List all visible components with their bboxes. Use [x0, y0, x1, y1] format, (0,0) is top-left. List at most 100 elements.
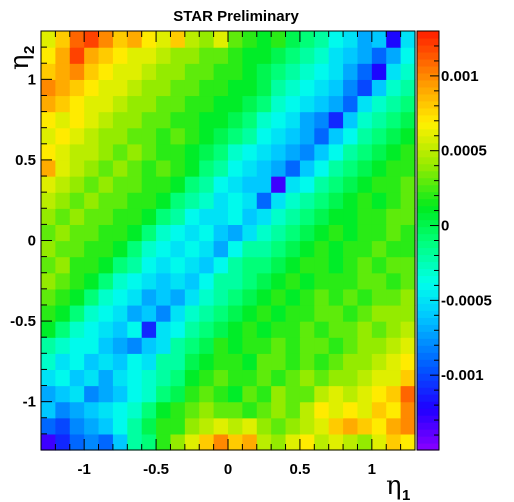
- heatmap-cell: [357, 143, 373, 161]
- heatmap-cell: [314, 224, 330, 242]
- heatmap-cell: [84, 304, 100, 322]
- heatmap-cell: [228, 304, 243, 322]
- heatmap-cell: [400, 208, 416, 225]
- heatmap-cell: [343, 288, 359, 306]
- heatmap-cell: [141, 192, 157, 209]
- heatmap-cell: [98, 385, 114, 403]
- heatmap-cell: [199, 369, 215, 387]
- heatmap-cell: [256, 337, 272, 354]
- heatmap-cell: [314, 337, 330, 354]
- colorbar-band: [417, 44, 439, 53]
- heatmap-cell: [84, 143, 100, 161]
- heatmap-cell: [84, 224, 100, 242]
- heatmap-cell: [328, 433, 344, 451]
- y-axis-symbol: η: [5, 54, 35, 70]
- heatmap-cell: [41, 79, 56, 97]
- heatmap-cell: [112, 31, 128, 48]
- heatmap-cell: [357, 79, 373, 97]
- heatmap-cell: [141, 272, 157, 290]
- heatmap-cell: [343, 127, 359, 145]
- heatmap-cell: [256, 385, 272, 403]
- heatmap-cell: [213, 304, 229, 322]
- heatmap-cell: [213, 79, 229, 97]
- heatmap-cell: [314, 353, 330, 371]
- colorbar-band: [417, 359, 439, 367]
- heatmap-cell: [371, 240, 387, 258]
- heatmap-cell: [299, 304, 315, 322]
- heatmap-cell: [127, 272, 143, 290]
- x-axis-symbol: η: [386, 471, 402, 501]
- heatmap-cell: [55, 143, 71, 161]
- heatmap-cell: [55, 272, 71, 290]
- colorbar-band: [417, 198, 439, 207]
- heatmap-cell: [127, 321, 143, 338]
- heatmap-cell: [184, 369, 200, 387]
- heatmap-cell: [69, 143, 85, 161]
- heatmap-cell: [242, 208, 258, 225]
- heatmap-cell: [285, 288, 301, 306]
- heatmap-cell: [400, 433, 416, 451]
- heatmap-cell: [400, 31, 416, 48]
- heatmap-cell: [55, 176, 71, 193]
- heatmap-cell: [156, 240, 172, 258]
- heatmap-cell: [127, 127, 143, 145]
- heatmap-cell: [41, 369, 56, 387]
- heatmap-cell: [256, 272, 272, 290]
- heatmap-cell: [213, 353, 229, 371]
- heatmap-cell: [299, 224, 315, 242]
- heatmap-cell: [357, 95, 373, 113]
- heatmap-cell: [69, 304, 85, 322]
- heatmap-cell: [98, 353, 114, 371]
- heatmap-cell: [199, 47, 215, 64]
- heatmap-cell: [170, 288, 186, 306]
- heatmap-cell: [256, 79, 272, 97]
- heatmap-cell: [156, 385, 172, 403]
- heatmap-cell: [156, 433, 172, 451]
- heatmap-cell: [285, 192, 301, 209]
- colorbar-tick-label: 0.001: [441, 68, 479, 85]
- heatmap-cell: [41, 47, 56, 64]
- heatmap-cell: [343, 31, 359, 48]
- heatmap-cell: [299, 95, 315, 113]
- heatmap-cell: [41, 159, 56, 177]
- heatmap-cell: [400, 256, 416, 274]
- heatmap-cell: [170, 176, 186, 193]
- heatmap-cell: [242, 240, 258, 258]
- heatmap-cell: [141, 208, 157, 225]
- heatmap-cell: [314, 192, 330, 209]
- heatmap-cell: [285, 79, 301, 97]
- heatmap-cell: [69, 95, 85, 113]
- heatmap-cell: [314, 159, 330, 177]
- heatmap-cell: [156, 353, 172, 371]
- heatmap-cell: [328, 337, 344, 354]
- heatmap-cell: [228, 224, 243, 242]
- colorbar-tick-label: -0.001: [441, 367, 484, 384]
- heatmap-cell: [41, 256, 56, 274]
- heatmap-cell: [98, 79, 114, 97]
- heatmap-cell: [400, 95, 416, 113]
- heatmap-cell: [112, 79, 128, 97]
- heatmap-cell: [299, 353, 315, 371]
- colorbar-tick-label: -0.0005: [441, 292, 492, 309]
- heatmap-cell: [156, 321, 172, 338]
- heatmap-cell: [357, 304, 373, 322]
- heatmap-cell: [285, 95, 301, 113]
- colorbar-band: [417, 121, 439, 130]
- heatmap-cell: [213, 417, 229, 435]
- heatmap-cell: [184, 401, 200, 419]
- heatmap-cell: [242, 385, 258, 403]
- heatmap-cell: [242, 288, 258, 306]
- heatmap-cell: [112, 176, 128, 193]
- colorbar-band: [417, 156, 439, 165]
- heatmap-cell: [299, 143, 315, 161]
- heatmap-cell: [41, 304, 56, 322]
- heatmap-cell: [84, 127, 100, 145]
- colorbar-band: [417, 191, 439, 200]
- heatmap-cell: [400, 127, 416, 145]
- heatmap-cell: [328, 240, 344, 258]
- heatmap-cell: [98, 256, 114, 274]
- heatmap-cell: [170, 304, 186, 322]
- heatmap-cell: [41, 385, 56, 403]
- heatmap-cell: [228, 353, 243, 371]
- heatmap-cell: [242, 143, 258, 161]
